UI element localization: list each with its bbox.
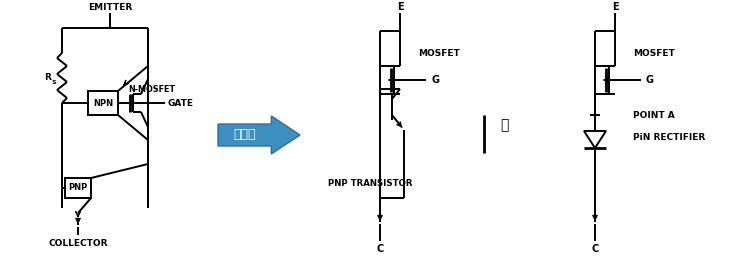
Bar xyxy=(88,91,118,115)
Polygon shape xyxy=(584,131,606,148)
Text: GATE: GATE xyxy=(168,99,194,108)
Text: S: S xyxy=(52,80,56,85)
Text: COLLECTOR: COLLECTOR xyxy=(48,239,108,247)
Text: C: C xyxy=(591,244,598,254)
Text: C: C xyxy=(376,244,383,254)
Text: 简化为: 简化为 xyxy=(233,129,256,141)
Text: MOSFET: MOSFET xyxy=(418,48,460,58)
Text: PNP: PNP xyxy=(68,184,88,193)
Text: POINT A: POINT A xyxy=(633,110,675,119)
Text: N-MOSFET: N-MOSFET xyxy=(128,84,176,94)
Text: E: E xyxy=(612,2,618,12)
Text: G: G xyxy=(646,75,654,85)
Text: E: E xyxy=(397,2,404,12)
Polygon shape xyxy=(218,116,300,154)
Bar xyxy=(65,178,91,198)
Text: MOSFET: MOSFET xyxy=(633,48,675,58)
Text: 或: 或 xyxy=(500,118,508,132)
Text: R: R xyxy=(44,73,52,83)
Text: PNP TRANSISTOR: PNP TRANSISTOR xyxy=(328,179,412,188)
Text: NPN: NPN xyxy=(93,99,113,108)
Text: G: G xyxy=(431,75,439,85)
Text: PiN RECTIFIER: PiN RECTIFIER xyxy=(633,133,705,141)
Text: EMITTER: EMITTER xyxy=(88,3,132,12)
